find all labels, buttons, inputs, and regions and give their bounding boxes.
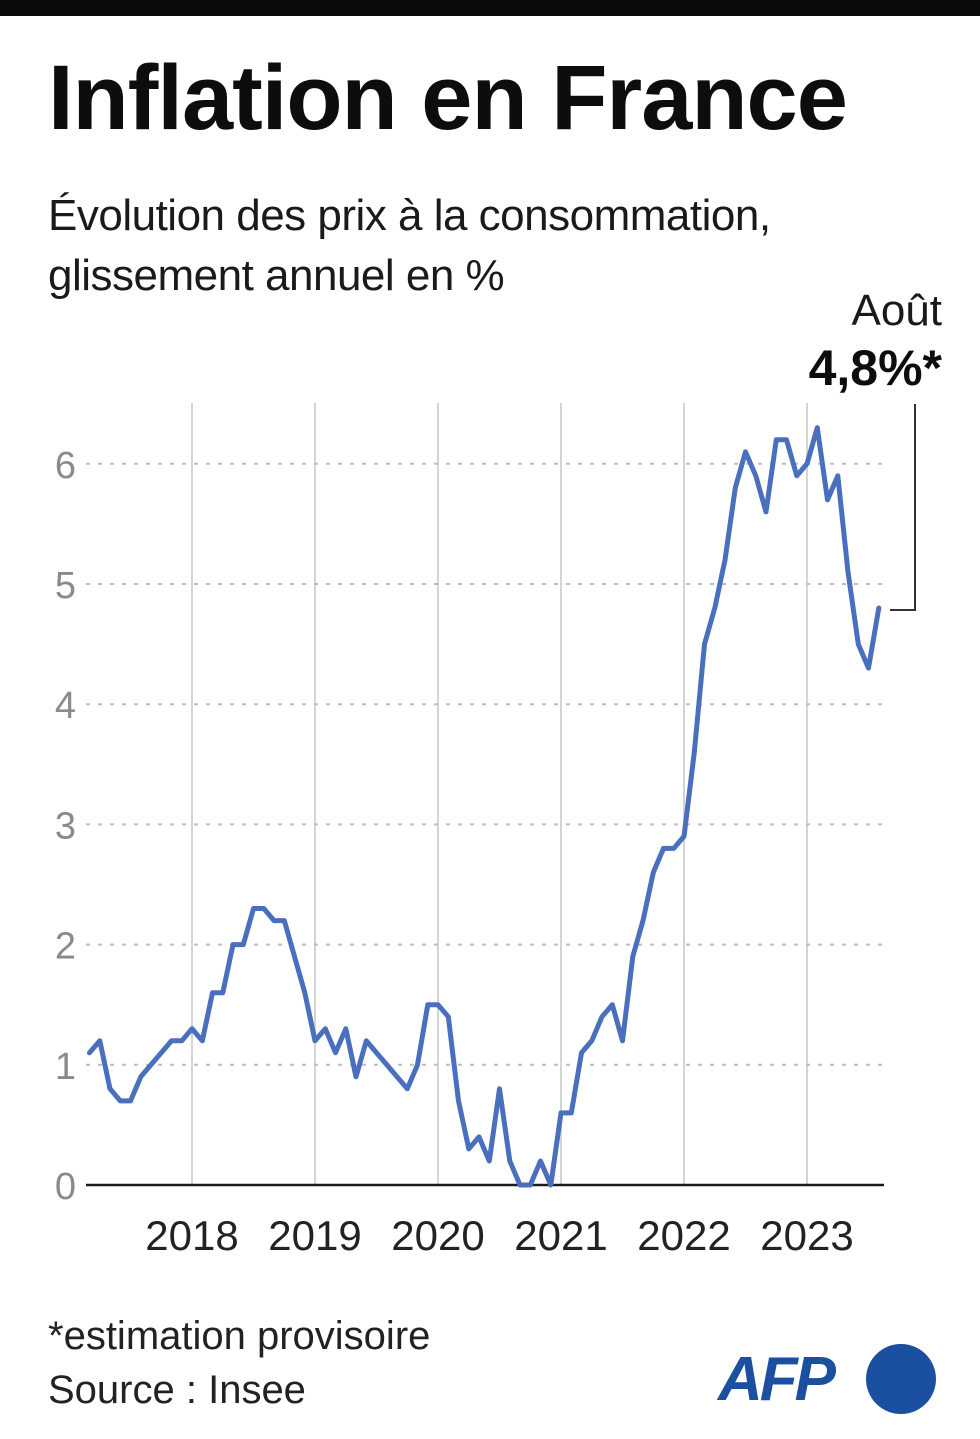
x-tick-label: 2020 xyxy=(391,1212,484,1259)
y-tick-label: 6 xyxy=(55,445,76,487)
subtitle-line-2: glissement annuel en % xyxy=(48,251,505,300)
y-tick-label: 5 xyxy=(55,565,76,607)
x-tick-label: 2022 xyxy=(637,1212,730,1259)
annotation-value: 4,8%* xyxy=(808,340,942,396)
x-tick-label: 2023 xyxy=(760,1212,853,1259)
subtitle-line-1: Évolution des prix à la consommation, xyxy=(48,191,771,240)
afp-logo: AFP xyxy=(718,1344,938,1416)
y-tick-label: 1 xyxy=(55,1046,76,1088)
y-tick-label: 0 xyxy=(55,1166,76,1208)
x-tick-label: 2019 xyxy=(268,1212,361,1259)
chart-subtitle: Évolution des prix à la consommation, gl… xyxy=(48,186,771,306)
y-tick-label: 4 xyxy=(55,685,76,727)
source-credit: Source : Insee xyxy=(48,1368,306,1412)
vertical-gridlines xyxy=(191,403,808,1185)
annotation-month: Août xyxy=(851,286,942,335)
inflation-line xyxy=(87,425,882,1188)
annotation-leader-line xyxy=(890,404,916,611)
footnote: *estimation provisoire xyxy=(48,1314,431,1358)
x-axis-ticks: 2018 2019 2020 2021 2022 2023 xyxy=(145,1212,853,1259)
y-tick-label: 3 xyxy=(55,805,76,847)
x-tick-label: 2018 xyxy=(145,1212,238,1259)
afp-logo-dot-icon xyxy=(866,1344,936,1414)
top-bar xyxy=(0,0,980,16)
y-axis-ticks: 0 1 2 3 4 5 6 xyxy=(55,445,76,1208)
horizontal-gridlines xyxy=(86,462,884,1066)
y-tick-label: 2 xyxy=(55,926,76,968)
x-tick-label: 2021 xyxy=(514,1212,607,1259)
afp-logo-text: AFP xyxy=(718,1345,836,1414)
chart-title: Inflation en France xyxy=(48,47,848,149)
